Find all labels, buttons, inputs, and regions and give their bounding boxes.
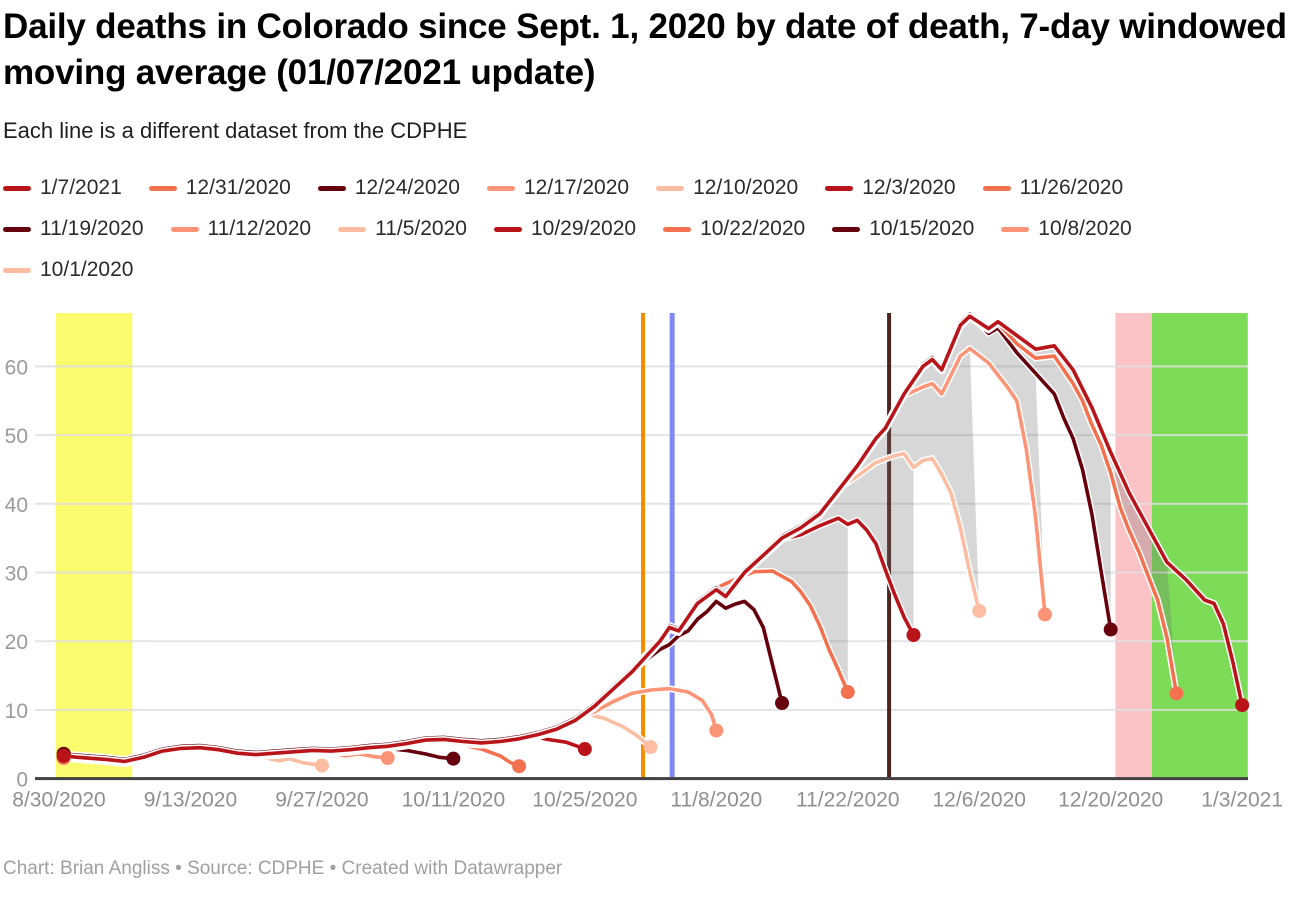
y-tick-label-20: 20 bbox=[5, 631, 28, 654]
legend-item-10-29-2020: 10/29/2020 bbox=[493, 217, 637, 241]
chart-credit: Chart: Brian Angliss • Source: CDPHE • C… bbox=[3, 858, 563, 879]
legend-swatch-icon bbox=[656, 185, 685, 191]
series-endpoint-dot-10-15-2020 bbox=[446, 751, 461, 766]
series-lines bbox=[60, 311, 1246, 770]
series-endpoint-dot-11-26-2020 bbox=[840, 685, 855, 700]
series-endpoint-dot-11-19-2020 bbox=[775, 696, 790, 711]
legend-item-10-8-2020: 10/8/2020 bbox=[1001, 217, 1132, 241]
legend-swatch-icon bbox=[170, 226, 199, 232]
legend-label: 10/8/2020 bbox=[1038, 217, 1132, 240]
series-line-1-7-2021 bbox=[61, 314, 1244, 764]
legend-swatch-icon bbox=[825, 185, 854, 191]
y-tick-label-10: 10 bbox=[5, 700, 28, 723]
series-endpoint-dot-12-17-2020 bbox=[1037, 607, 1052, 622]
x-tick-label-10-11-2020: 10/11/2020 bbox=[402, 789, 506, 812]
legend-label: 10/22/2020 bbox=[700, 217, 806, 240]
series-endpoint-dot-10-22-2020 bbox=[512, 759, 527, 774]
highlight-band-holidays bbox=[1151, 313, 1248, 779]
series-endpoint-dot-10-8-2020 bbox=[380, 750, 395, 765]
event-line-election-day bbox=[669, 313, 675, 779]
x-tick-label-11-22-2020: 11/22/2020 bbox=[796, 789, 900, 812]
series-endpoint-dot-12-10-2020 bbox=[972, 603, 987, 618]
legend-label: 10/29/2020 bbox=[530, 217, 637, 240]
series-endpoint-dot-1-7-2021 bbox=[1235, 698, 1250, 713]
series-endpoint-dot-11-5-2020 bbox=[643, 739, 658, 754]
legend-swatch-icon bbox=[148, 185, 177, 191]
legend-label: 12/3/2020 bbox=[862, 176, 956, 199]
legend-label: 11/12/2020 bbox=[207, 217, 312, 240]
legend-label: 12/10/2020 bbox=[693, 176, 799, 199]
series-line-halo bbox=[60, 567, 852, 763]
legend-swatch-icon bbox=[3, 185, 31, 191]
x-tick-label-9-27-2020: 9/27/2020 bbox=[275, 789, 368, 812]
legend-label: 12/17/2020 bbox=[523, 176, 630, 199]
series-endpoint-dot-10-29-2020 bbox=[577, 742, 592, 757]
legend-item-10-22-2020: 10/22/2020 bbox=[663, 217, 805, 241]
legend-label: 10/15/2020 bbox=[869, 217, 975, 240]
series-endpoint-dot-12-3-2020 bbox=[906, 628, 921, 643]
legend-label: 12/31/2020 bbox=[185, 176, 291, 199]
legend-swatch-icon bbox=[982, 185, 1011, 191]
legend-item-1-7-2021: 1/7/2021 bbox=[3, 176, 122, 200]
legend-item-12-3-2020: 12/3/2020 bbox=[825, 176, 956, 200]
x-tick-label-10-25-2020: 10/25/2020 bbox=[532, 789, 637, 812]
legend-item-12-24-2020: 12/24/2020 bbox=[317, 176, 460, 200]
legend-item-10-1-2020: 10/1/2020 bbox=[3, 258, 133, 282]
legend-label: 12/24/2020 bbox=[354, 176, 460, 199]
legend-item-12-17-2020: 12/17/2020 bbox=[486, 176, 630, 200]
legend-swatch-icon bbox=[663, 226, 692, 232]
x-tick-label-8-30-2020: 8/30/2020 bbox=[12, 789, 105, 812]
legend-item-12-10-2020: 12/10/2020 bbox=[656, 176, 798, 200]
y-tick-label-50: 50 bbox=[5, 425, 28, 448]
revision-gap-fill bbox=[63, 453, 914, 763]
x-tick-label-12-6-2020: 12/6/2020 bbox=[933, 789, 1026, 812]
series-endpoint-dot-11-12-2020 bbox=[709, 723, 724, 738]
legend-label: 11/5/2020 bbox=[375, 217, 467, 240]
series-endpoint-dot-12-31-2020 bbox=[1169, 686, 1184, 701]
chart-title: Daily deaths in Colorado since Sept. 1, … bbox=[3, 7, 1287, 92]
x-tick-label-12-20-2020: 12/20/2020 bbox=[1058, 789, 1163, 812]
legend-swatch-icon bbox=[486, 185, 515, 191]
y-tick-label-60: 60 bbox=[5, 356, 28, 379]
legend-label: 1/7/2021 bbox=[40, 176, 122, 199]
event-line-halloween bbox=[641, 313, 646, 779]
legend-item-12-31-2020: 12/31/2020 bbox=[148, 176, 291, 200]
series-start-dot-1-7-2021 bbox=[56, 748, 71, 763]
chart-subtitle: Each line is a different dataset from th… bbox=[3, 118, 468, 143]
y-tick-label-40: 40 bbox=[5, 494, 28, 517]
y-tick-label-30: 30 bbox=[5, 563, 28, 586]
x-tick-label-1-3-2021: 1/3/2021 bbox=[1201, 789, 1283, 812]
legend-item-11-26-2020: 11/26/2020 bbox=[982, 176, 1124, 200]
legend-item-11-12-2020: 11/12/2020 bbox=[170, 217, 312, 241]
series-endpoint-dot-12-24-2020 bbox=[1103, 622, 1118, 637]
legend-label: 10/1/2020 bbox=[40, 258, 134, 281]
x-axis-baseline bbox=[35, 777, 1248, 781]
legend-swatch-icon bbox=[493, 226, 522, 232]
legend-swatch-icon bbox=[1001, 226, 1030, 232]
legend-label: 11/26/2020 bbox=[1019, 176, 1124, 199]
y-tick-label-0: 0 bbox=[16, 769, 28, 792]
x-tick-label-11-8-2020: 11/8/2020 bbox=[670, 789, 762, 812]
legend-swatch-icon bbox=[338, 226, 367, 232]
legend-item-11-5-2020: 11/5/2020 bbox=[338, 217, 467, 241]
legend-label: 11/19/2020 bbox=[40, 217, 144, 240]
series-line-11-26-2020 bbox=[61, 569, 850, 762]
highlight-band-labor-day-week bbox=[55, 313, 133, 779]
legend: 1/7/2021 12/31/2020 12/24/2020 12/17/2020 12… bbox=[3, 176, 1273, 282]
legend-item-11-19-2020: 11/19/2020 bbox=[3, 217, 144, 241]
legend-item-10-15-2020: 10/15/2020 bbox=[832, 217, 974, 241]
event-line-thanksgiving bbox=[887, 313, 892, 779]
legend-swatch-icon bbox=[317, 185, 346, 191]
legend-swatch-icon bbox=[3, 226, 31, 232]
legend-swatch-icon bbox=[3, 267, 31, 273]
series-endpoint-dot-10-1-2020 bbox=[314, 758, 329, 773]
x-tick-label-9-13-2020: 9/13/2020 bbox=[144, 789, 237, 812]
legend-swatch-icon bbox=[832, 226, 861, 232]
